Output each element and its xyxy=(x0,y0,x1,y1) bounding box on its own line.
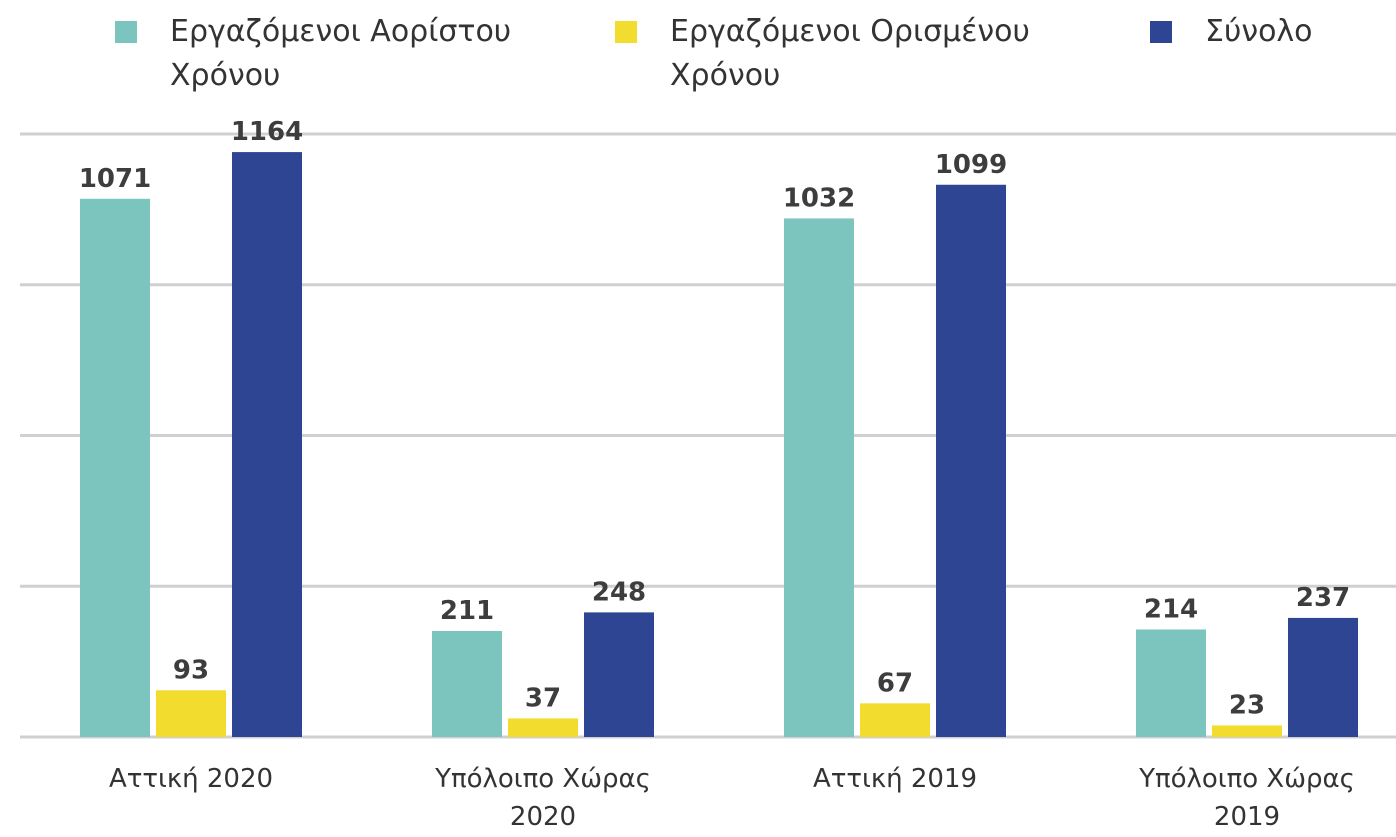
bar xyxy=(156,690,226,737)
x-tick-label: Υπόλοιπο Χώρας 2019 xyxy=(1139,764,1355,832)
bar xyxy=(80,198,150,737)
bar xyxy=(508,718,578,737)
x-tick-label: Αττική 2019 xyxy=(812,764,978,794)
legend-label: Εργαζόμενοι Αορίστου Χρόνου xyxy=(170,14,512,93)
bar xyxy=(1212,725,1282,737)
value-label: 1099 xyxy=(935,150,1007,180)
bar xyxy=(432,630,502,737)
x-tick-label: Υπόλοιπο Χώρας 2020 xyxy=(435,764,651,832)
value-label: 23 xyxy=(1229,690,1265,720)
x-tick-label: Αττική 2020 xyxy=(108,764,274,794)
value-label: 1071 xyxy=(79,164,151,194)
legend-label: Εργαζόμενοι Ορισμένου Χρόνου xyxy=(670,14,1030,93)
legend-swatch xyxy=(115,21,137,43)
value-label: 211 xyxy=(440,596,494,626)
value-label: 1032 xyxy=(783,183,855,213)
value-label: 93 xyxy=(173,655,209,685)
value-label: 37 xyxy=(525,683,561,713)
bar xyxy=(232,152,302,738)
bar xyxy=(784,218,854,738)
legend-swatch xyxy=(1150,21,1172,43)
value-label: 67 xyxy=(877,668,913,698)
bar xyxy=(1288,617,1358,737)
value-label: 237 xyxy=(1296,583,1350,613)
bar xyxy=(860,703,930,737)
legend-swatch xyxy=(615,21,637,43)
bar xyxy=(936,184,1006,737)
value-label: 1164 xyxy=(231,117,303,147)
value-label: 248 xyxy=(592,577,646,607)
value-label: 214 xyxy=(1144,594,1198,624)
bar xyxy=(584,612,654,737)
bar xyxy=(1136,629,1206,737)
legend-label: Σύνολο xyxy=(1205,14,1313,49)
